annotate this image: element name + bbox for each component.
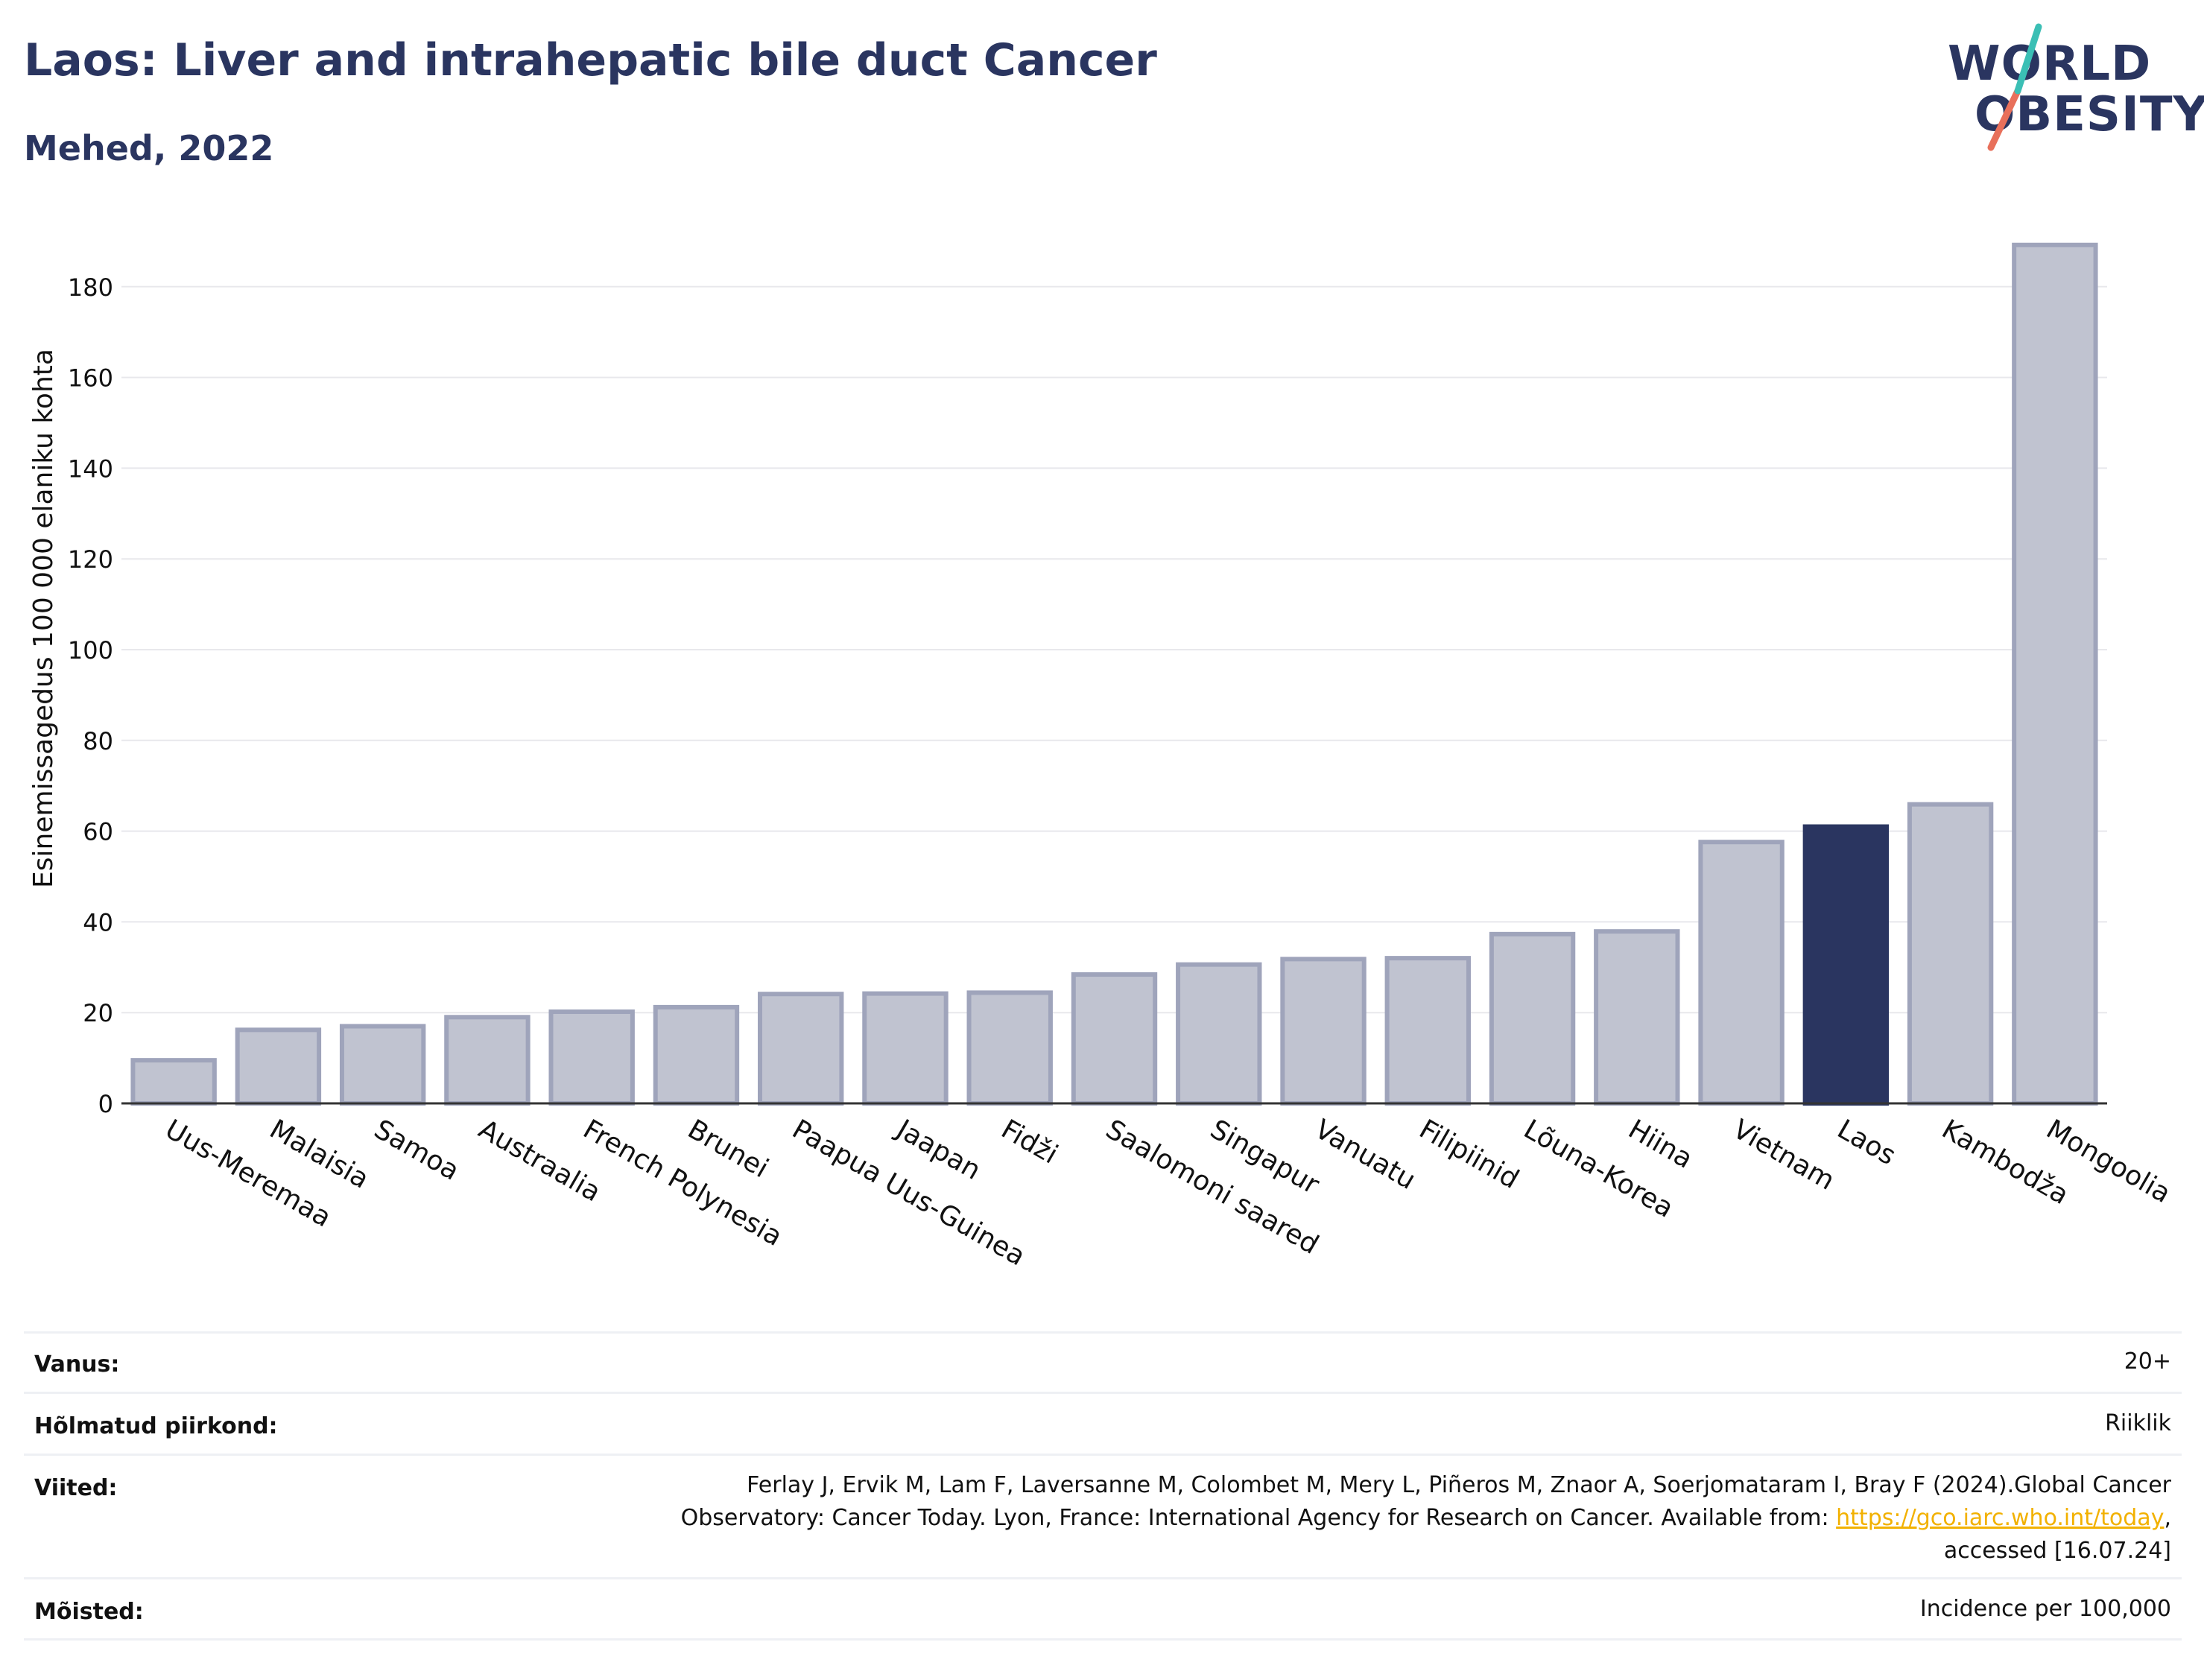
bar-samoa[interactable] [339, 1024, 426, 1106]
meta-row-definitions: Mõisted: Incidence per 100,000 [24, 1577, 2182, 1641]
meta-value-definitions: Incidence per 100,000 [1919, 1596, 2171, 1622]
world-obesity-logo: WORLD OBESITY [1937, 22, 2204, 156]
bar-vanuatu[interactable] [1280, 957, 1367, 1106]
bar-jaapan[interactable] [862, 991, 949, 1106]
meta-label-definitions: Mõisted: [34, 1599, 144, 1625]
logo-text-world: WORLD [1948, 37, 2152, 92]
y-tick-label: 80 [83, 727, 113, 755]
chart-title: Laos: Liver and intrahepatic bile duct C… [24, 34, 1157, 86]
bar-malaisia[interactable] [235, 1027, 322, 1106]
y-tick-label: 140 [68, 454, 113, 483]
reference-line-2: Observatory: Cancer Today. Lyon, France:… [681, 1502, 2171, 1535]
y-tick-label: 120 [68, 545, 113, 574]
meta-value-region: Riiklik [2105, 1410, 2171, 1436]
bar-laos[interactable] [1802, 824, 1890, 1106]
meta-label-references: Viited: [34, 1475, 118, 1501]
bar-hiina[interactable] [1594, 929, 1680, 1106]
y-tick-label: 60 [83, 818, 113, 846]
bar-singapur[interactable] [1176, 962, 1262, 1106]
meta-value-age: 20+ [2124, 1348, 2171, 1375]
x-tick-label: Fidži [996, 1114, 1063, 1170]
meta-row-region: Hõlmatud piirkond: Riiklik [24, 1392, 2182, 1455]
x-tick-label: Laos [1832, 1114, 1901, 1171]
bar-austraalia[interactable] [444, 1015, 531, 1106]
bar-brunei[interactable] [653, 1004, 740, 1106]
y-tick-label: 40 [83, 908, 113, 936]
grid-lines [121, 285, 2107, 1014]
bar-fid-i[interactable] [966, 990, 1053, 1106]
x-tick-label: French Polynesia [578, 1114, 788, 1252]
reference-line-2-text: Observatory: Cancer Today. Lyon, France:… [680, 1505, 1837, 1531]
y-tick-label: 160 [68, 364, 113, 393]
y-tick-label: 20 [83, 999, 113, 1027]
x-tick-label: Vietnam [1728, 1114, 1840, 1196]
y-axis-label: Esinemissagedus 100 000 elaniku kohta [28, 349, 59, 888]
reference-line-2-end: , [2164, 1505, 2171, 1531]
bar-saalomoni-saared[interactable] [1071, 972, 1158, 1106]
y-tick-label: 180 [68, 273, 113, 302]
reference-line-1: Ferlay J, Ervik M, Lam F, Laversanne M, … [747, 1472, 2171, 1498]
reference-link[interactable]: https://gco.iarc.who.int/today [1836, 1505, 2165, 1531]
meta-label-region: Hõlmatud piirkond: [34, 1413, 278, 1439]
meta-row-age: Vanus: 20+ [24, 1331, 2182, 1393]
x-tick-label: Filipiinid [1414, 1114, 1524, 1195]
bars [130, 242, 2098, 1106]
bar-paapua-uus-guinea[interactable] [758, 992, 844, 1106]
bar-french-polynesia[interactable] [548, 1009, 635, 1106]
y-tick-labels: 0 20 40 60 80 100 120 140 160 180 [68, 273, 113, 1118]
meta-row-references: Viited: Ferlay J, Ervik M, Lam F, Lavers… [24, 1454, 2182, 1579]
meta-label-age: Vanus: [34, 1351, 120, 1378]
y-tick-label: 100 [68, 636, 113, 665]
y-tick-label: 0 [98, 1090, 113, 1118]
meta-bottom-divider [24, 1638, 2182, 1641]
reference-line-3: accessed [16.07.24] [1943, 1538, 2171, 1564]
x-tick-label: Vanuatu [1310, 1114, 1421, 1196]
bar-mongoolia[interactable] [2012, 242, 2098, 1106]
bar-l-una-korea[interactable] [1489, 931, 1576, 1106]
bar-chart: 0 20 40 60 80 100 120 140 160 180 Uus-MeremaaMala… [28, 242, 2176, 1272]
meta-value-references: Ferlay J, Ervik M, Lam F, Laversanne M, … [681, 1469, 2171, 1568]
x-tick-label: Samoa [369, 1114, 464, 1187]
chart-subtitle: Mehed, 2022 [24, 128, 274, 168]
bar-filipiinid[interactable] [1384, 956, 1471, 1106]
bar-uus-meremaa[interactable] [130, 1058, 217, 1106]
x-tick-label: Hiina [1623, 1114, 1697, 1174]
bar-vietnam[interactable] [1698, 840, 1785, 1106]
logo-slash-icon [1987, 23, 2042, 151]
bar-kambod-a[interactable] [1907, 802, 1994, 1106]
